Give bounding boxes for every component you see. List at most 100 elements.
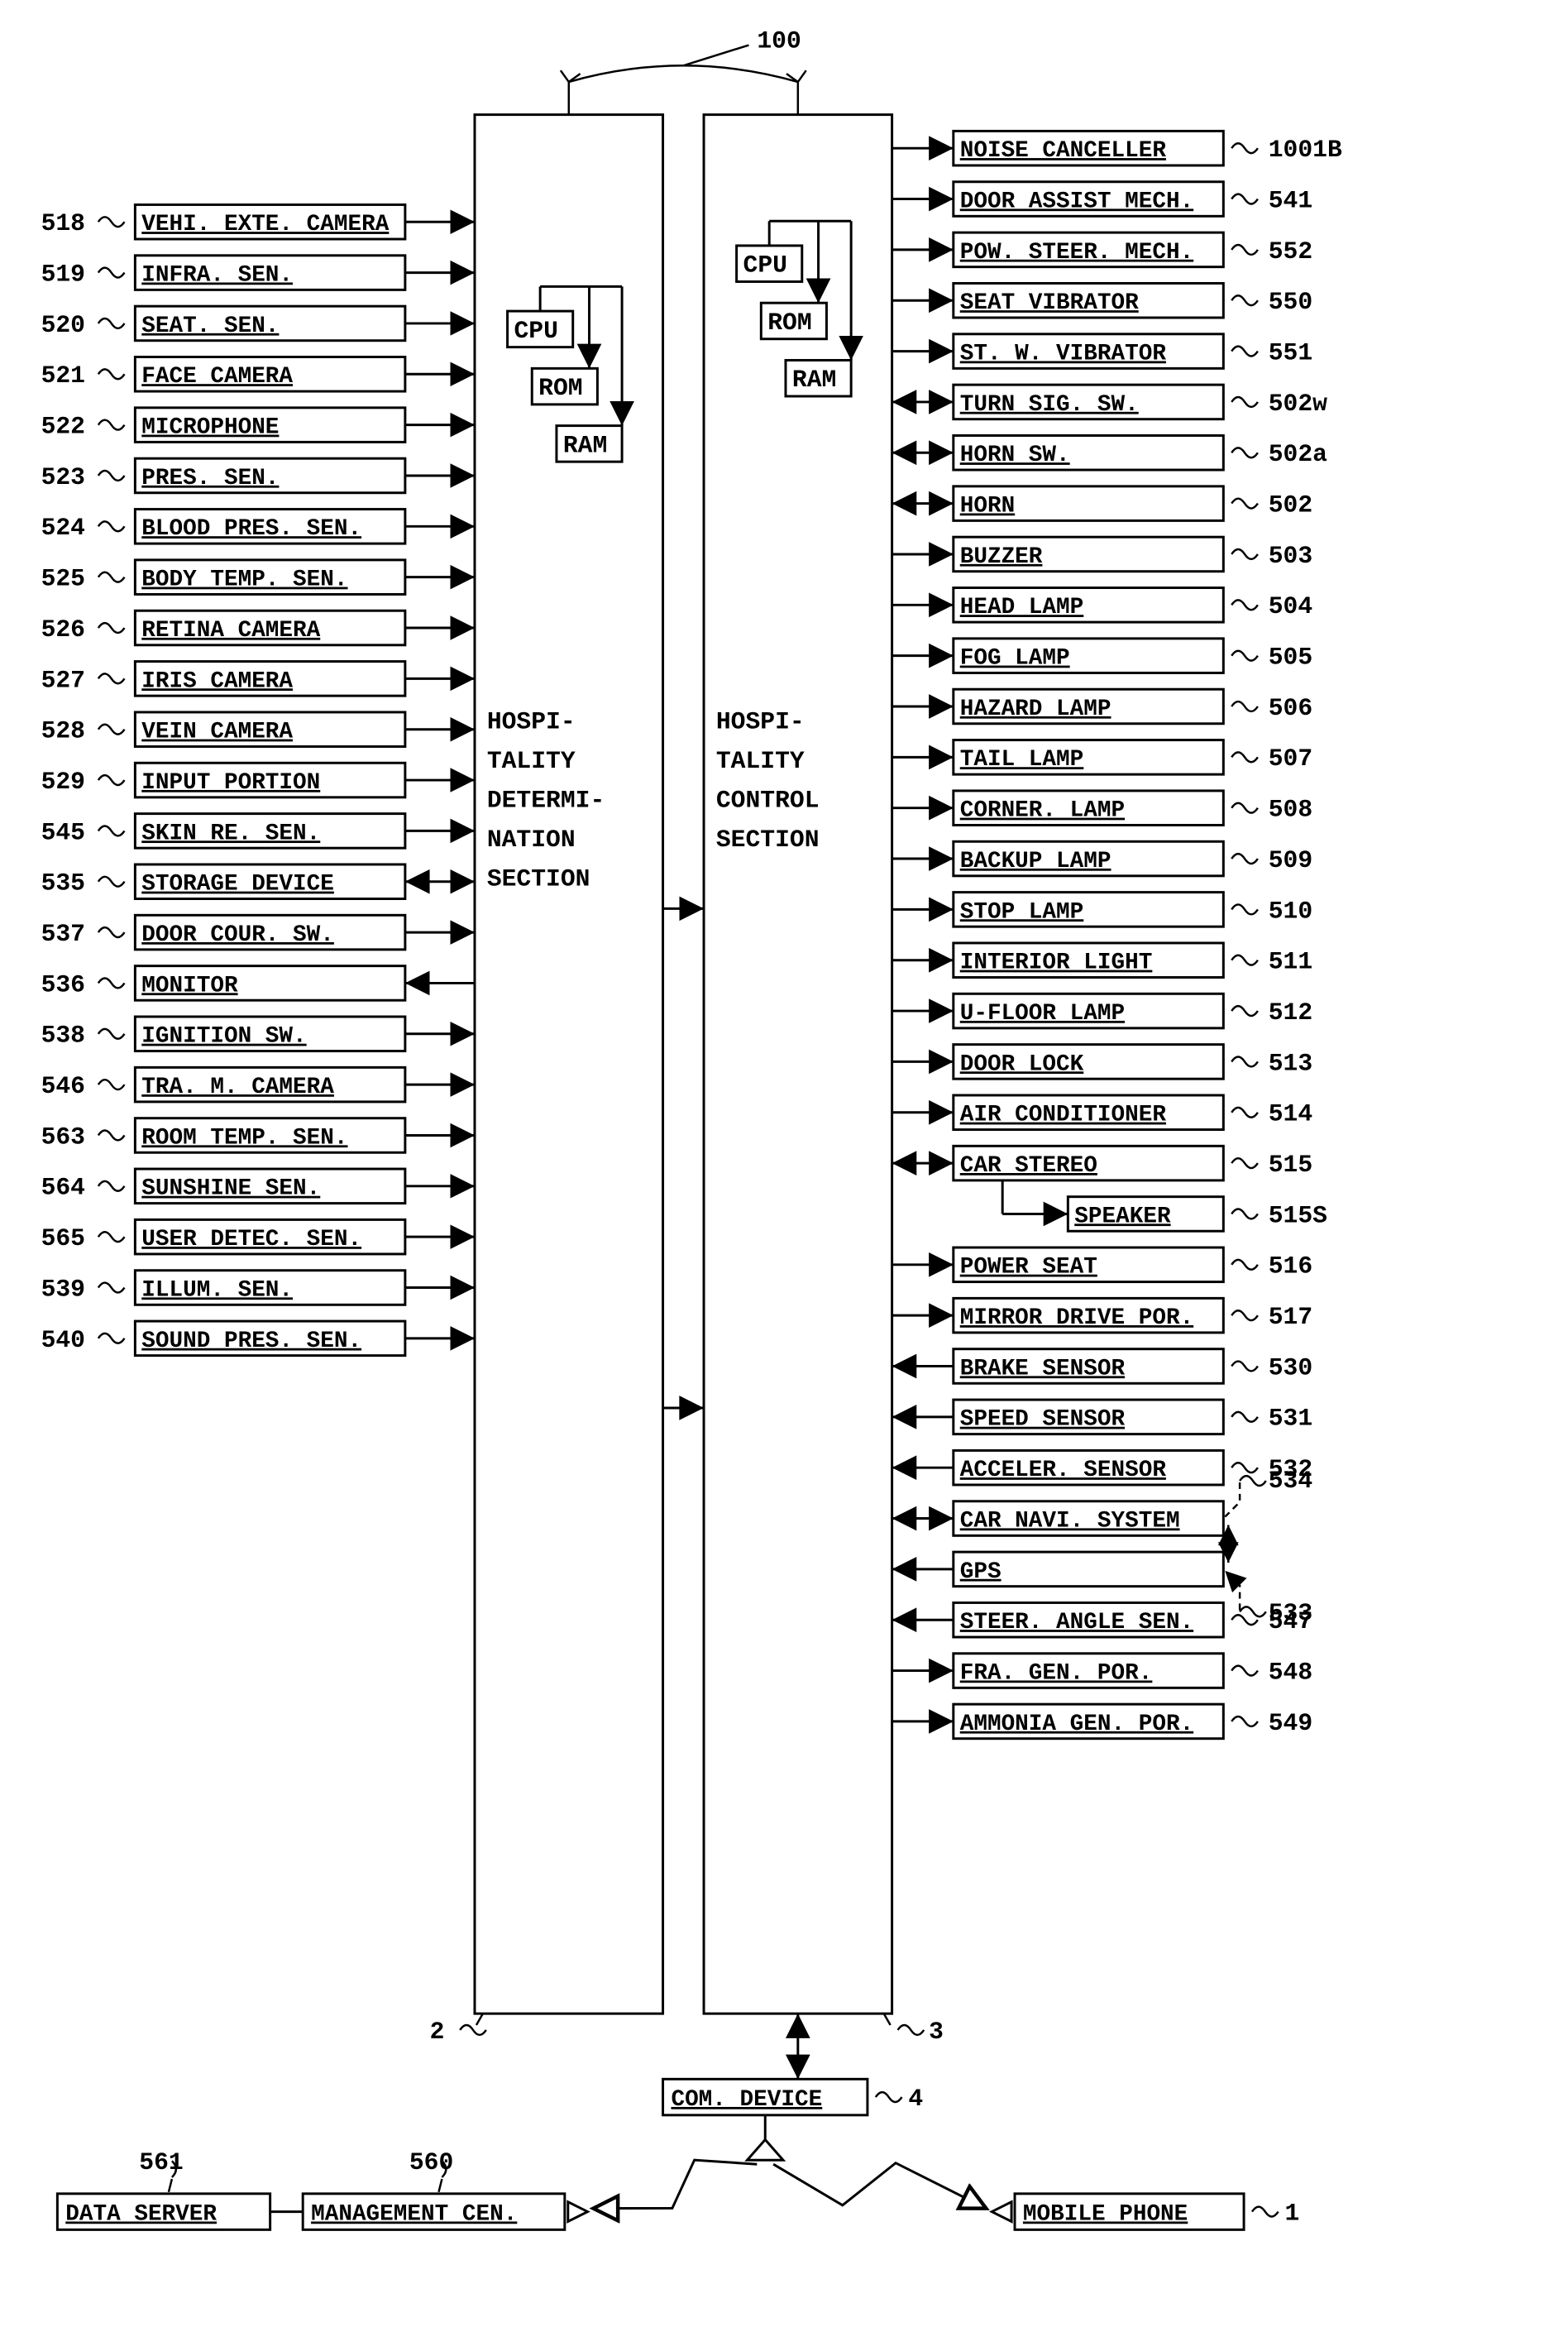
svg-text:AIR CONDITIONER: AIR CONDITIONER <box>960 1103 1167 1128</box>
svg-text:NATION: NATION <box>487 826 576 854</box>
svg-text:549: 549 <box>1269 1709 1312 1737</box>
svg-text:SPEAKER: SPEAKER <box>1074 1204 1171 1229</box>
svg-text:502w: 502w <box>1269 390 1327 418</box>
svg-text:CAR NAVI. SYSTEM: CAR NAVI. SYSTEM <box>960 1508 1180 1534</box>
svg-text:BODY TEMP. SEN.: BODY TEMP. SEN. <box>141 567 347 593</box>
svg-text:2: 2 <box>430 2018 445 2046</box>
svg-text:3: 3 <box>929 2018 944 2046</box>
svg-text:514: 514 <box>1269 1100 1312 1128</box>
svg-text:STORAGE DEVICE: STORAGE DEVICE <box>141 872 334 898</box>
svg-text:INFRA. SEN.: INFRA. SEN. <box>141 262 293 288</box>
svg-text:545: 545 <box>41 818 85 846</box>
svg-text:POW. STEER. MECH.: POW. STEER. MECH. <box>960 240 1193 266</box>
svg-text:BACKUP LAMP: BACKUP LAMP <box>960 849 1111 874</box>
svg-text:CPU: CPU <box>514 317 557 345</box>
svg-text:HEAD LAMP: HEAD LAMP <box>960 595 1084 620</box>
svg-text:538: 538 <box>41 1022 85 1050</box>
svg-text:HOSPI-: HOSPI- <box>487 708 576 736</box>
svg-text:NOISE CANCELLER: NOISE CANCELLER <box>960 138 1167 164</box>
svg-text:552: 552 <box>1269 237 1312 266</box>
svg-text:509: 509 <box>1269 846 1312 874</box>
svg-text:BLOOD PRES. SEN.: BLOOD PRES. SEN. <box>141 516 361 542</box>
svg-text:1: 1 <box>1285 2199 1300 2227</box>
svg-text:537: 537 <box>41 920 85 948</box>
svg-text:504: 504 <box>1269 592 1312 620</box>
svg-text:515S: 515S <box>1269 1201 1327 1229</box>
svg-text:U-FLOOR LAMP: U-FLOOR LAMP <box>960 1001 1125 1027</box>
svg-text:RAM: RAM <box>792 366 836 394</box>
svg-text:HORN SW.: HORN SW. <box>960 443 1070 468</box>
block-diagram: CPUROMRAMCPUROMRAMHOSPI-TALITYDETERMI-NA… <box>8 8 1560 2334</box>
svg-text:525: 525 <box>41 565 85 593</box>
svg-text:AMMONIA GEN. POR.: AMMONIA GEN. POR. <box>960 1712 1193 1737</box>
svg-text:GPS: GPS <box>960 1559 1002 1585</box>
svg-text:510: 510 <box>1269 897 1312 925</box>
svg-text:539: 539 <box>41 1275 85 1303</box>
svg-text:INTERIOR LIGHT: INTERIOR LIGHT <box>960 950 1153 976</box>
svg-text:MOBILE PHONE: MOBILE PHONE <box>1023 2201 1188 2227</box>
svg-text:MIRROR DRIVE POR.: MIRROR DRIVE POR. <box>960 1305 1193 1331</box>
svg-text:512: 512 <box>1269 998 1312 1027</box>
svg-text:ST. W. VIBRATOR: ST. W. VIBRATOR <box>960 341 1167 366</box>
svg-text:507: 507 <box>1269 745 1312 773</box>
svg-text:SUNSHINE SEN.: SUNSHINE SEN. <box>141 1176 320 1202</box>
svg-text:ROM: ROM <box>767 309 811 337</box>
svg-text:DATA SERVER: DATA SERVER <box>65 2201 217 2227</box>
svg-text:530: 530 <box>1269 1353 1312 1381</box>
svg-text:TALITY: TALITY <box>716 747 805 775</box>
svg-text:513: 513 <box>1269 1049 1312 1077</box>
svg-text:TRA. M. CAMERA: TRA. M. CAMERA <box>141 1075 334 1100</box>
svg-text:547: 547 <box>1269 1607 1312 1635</box>
svg-text:523: 523 <box>41 463 85 491</box>
svg-text:541: 541 <box>1269 186 1312 214</box>
svg-text:RETINA CAMERA: RETINA CAMERA <box>141 618 320 644</box>
svg-text:518: 518 <box>41 209 85 237</box>
svg-text:STEER. ANGLE SEN.: STEER. ANGLE SEN. <box>960 1610 1193 1635</box>
svg-text:USER DETEC. SEN.: USER DETEC. SEN. <box>141 1227 361 1252</box>
svg-text:535: 535 <box>41 869 85 898</box>
svg-text:564: 564 <box>41 1174 85 1202</box>
svg-text:POWER SEAT: POWER SEAT <box>960 1255 1097 1281</box>
svg-text:RAM: RAM <box>563 431 607 459</box>
svg-text:531: 531 <box>1269 1405 1312 1433</box>
svg-text:520: 520 <box>41 311 85 339</box>
svg-text:526: 526 <box>41 615 85 644</box>
svg-text:ROOM TEMP. SEN.: ROOM TEMP. SEN. <box>141 1125 347 1151</box>
svg-text:FACE CAMERA: FACE CAMERA <box>141 364 293 390</box>
svg-text:IRIS CAMERA: IRIS CAMERA <box>141 668 293 694</box>
svg-text:ACCELER. SENSOR: ACCELER. SENSOR <box>960 1458 1167 1483</box>
svg-text:522: 522 <box>41 413 85 441</box>
svg-text:505: 505 <box>1269 644 1312 672</box>
svg-text:MICROPHONE: MICROPHONE <box>141 415 279 441</box>
svg-text:FOG LAMP: FOG LAMP <box>960 646 1070 672</box>
svg-text:SEAT. SEN.: SEAT. SEN. <box>141 314 279 339</box>
svg-text:IGNITION SW.: IGNITION SW. <box>141 1024 306 1050</box>
svg-text:ROM: ROM <box>538 374 582 402</box>
svg-text:560: 560 <box>409 2148 453 2176</box>
svg-text:PRES. SEN.: PRES. SEN. <box>141 466 279 491</box>
svg-text:517: 517 <box>1269 1303 1312 1331</box>
svg-text:SKIN RE. SEN.: SKIN RE. SEN. <box>141 821 320 846</box>
svg-text:515: 515 <box>1269 1151 1312 1179</box>
svg-text:511: 511 <box>1269 948 1312 976</box>
svg-text:100: 100 <box>757 26 801 55</box>
svg-text:MANAGEMENT CEN.: MANAGEMENT CEN. <box>311 2201 517 2227</box>
svg-text:CPU: CPU <box>743 251 787 280</box>
svg-text:503: 503 <box>1269 542 1312 570</box>
svg-text:550: 550 <box>1269 288 1312 316</box>
svg-text:519: 519 <box>41 260 85 288</box>
svg-text:HOSPI-: HOSPI- <box>716 708 805 736</box>
svg-text:VEIN CAMERA: VEIN CAMERA <box>141 720 293 745</box>
svg-text:534: 534 <box>1269 1467 1312 1495</box>
svg-text:1001B: 1001B <box>1269 136 1342 164</box>
svg-text:TALITY: TALITY <box>487 747 576 775</box>
svg-text:INPUT PORTION: INPUT PORTION <box>141 770 320 796</box>
svg-text:527: 527 <box>41 666 85 694</box>
svg-text:HAZARD LAMP: HAZARD LAMP <box>960 697 1111 722</box>
svg-text:506: 506 <box>1269 694 1312 722</box>
svg-text:STOP LAMP: STOP LAMP <box>960 899 1084 925</box>
svg-text:548: 548 <box>1269 1658 1312 1686</box>
svg-text:BUZZER: BUZZER <box>960 544 1043 570</box>
svg-text:521: 521 <box>41 362 85 390</box>
svg-text:546: 546 <box>41 1072 85 1100</box>
